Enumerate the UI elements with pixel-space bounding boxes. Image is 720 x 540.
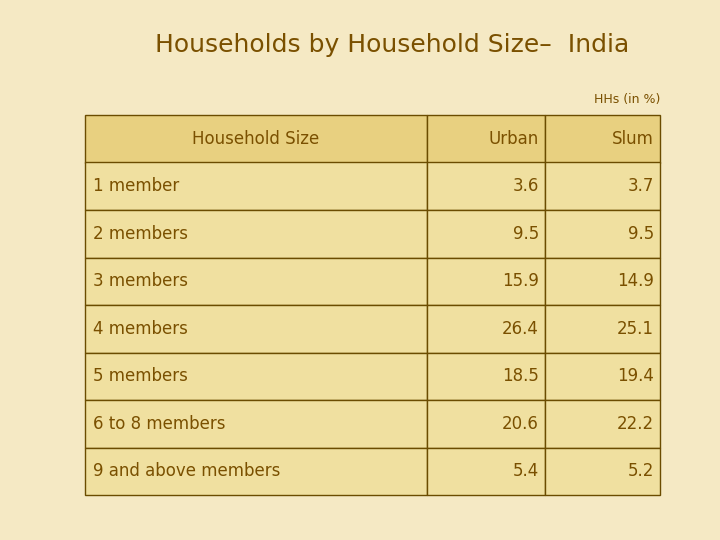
Text: 6 to 8 members: 6 to 8 members [93, 415, 225, 433]
Bar [85, 115, 427, 163]
Bar [427, 258, 545, 305]
Bar [545, 258, 660, 305]
Text: 25.1: 25.1 [617, 320, 654, 338]
Text: 2 members: 2 members [93, 225, 188, 243]
Bar [85, 210, 427, 258]
Bar [545, 305, 660, 353]
Bar [85, 353, 427, 400]
Text: Slum: Slum [612, 130, 654, 148]
Bar [427, 353, 545, 400]
Text: 9 and above members: 9 and above members [93, 462, 280, 480]
Bar [545, 448, 660, 495]
Text: HHs (in %): HHs (in %) [593, 93, 660, 106]
Bar [85, 163, 427, 210]
Bar [545, 115, 660, 163]
Bar [427, 163, 545, 210]
Bar [427, 400, 545, 448]
Bar [545, 163, 660, 210]
Bar [85, 400, 427, 448]
Bar [85, 305, 427, 353]
Text: 1 member: 1 member [93, 177, 179, 195]
Text: Urban: Urban [489, 130, 539, 148]
Text: 18.5: 18.5 [502, 367, 539, 385]
Bar [427, 305, 545, 353]
Text: 3.6: 3.6 [513, 177, 539, 195]
Text: 5 members: 5 members [93, 367, 188, 385]
Text: 14.9: 14.9 [617, 272, 654, 291]
Bar [427, 115, 545, 163]
Bar [85, 448, 427, 495]
Bar [545, 210, 660, 258]
Text: 9.5: 9.5 [513, 225, 539, 243]
Bar [85, 258, 427, 305]
Text: 19.4: 19.4 [617, 367, 654, 385]
Bar [427, 210, 545, 258]
Text: 22.2: 22.2 [617, 415, 654, 433]
Bar [545, 400, 660, 448]
Text: Household Size: Household Size [192, 130, 320, 148]
Text: 4 members: 4 members [93, 320, 188, 338]
Text: 3.7: 3.7 [628, 177, 654, 195]
Bar [427, 448, 545, 495]
Text: 26.4: 26.4 [502, 320, 539, 338]
Text: 9.5: 9.5 [628, 225, 654, 243]
Text: 15.9: 15.9 [502, 272, 539, 291]
Bar [545, 353, 660, 400]
Text: Households by Household Size–  India: Households by Household Size– India [155, 33, 629, 57]
Text: 20.6: 20.6 [502, 415, 539, 433]
Text: 5.4: 5.4 [513, 462, 539, 480]
Text: 3 members: 3 members [93, 272, 188, 291]
Text: 5.2: 5.2 [628, 462, 654, 480]
